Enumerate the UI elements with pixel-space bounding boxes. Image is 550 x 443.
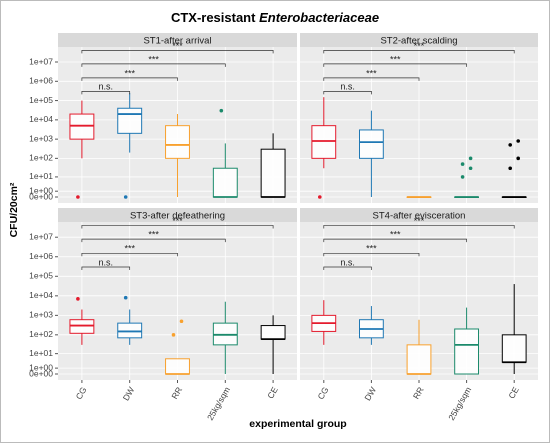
sig-label: n.s. — [340, 82, 355, 92]
strip-label: ST1-after arrival — [143, 36, 211, 47]
outlier — [468, 156, 473, 161]
box — [212, 167, 238, 198]
y-tick-label: 1e+03 — [29, 310, 53, 320]
chart-title: CTX-resistant Enterobacteriaceae — [171, 10, 379, 25]
strip — [300, 208, 538, 222]
bracket — [81, 91, 131, 95]
outlier — [508, 166, 512, 171]
bracket — [81, 50, 274, 54]
box — [260, 148, 286, 198]
sig-label: *** — [390, 229, 401, 239]
strip — [300, 33, 538, 47]
sig-label: *** — [124, 244, 135, 254]
y-tick-label: 1e+02 — [29, 153, 53, 163]
x-axis-title: experimental group — [249, 418, 346, 430]
outlier — [508, 143, 512, 147]
strip — [58, 33, 297, 47]
outlier — [516, 139, 520, 143]
y-tick-label: 1e+06 — [29, 251, 53, 261]
box — [454, 328, 480, 375]
outlier — [468, 166, 473, 171]
strip-label: ST3-after defeathering — [130, 211, 225, 222]
y-tick-label: 1e+05 — [29, 95, 53, 105]
y-tick-label: 0e+00 — [29, 191, 53, 201]
bracket — [323, 252, 420, 257]
box — [165, 125, 190, 159]
bracket — [323, 50, 515, 54]
y-tick-label: 1e+00 — [29, 185, 53, 195]
y-tick-label: 1e+05 — [29, 271, 53, 281]
y-tick-label: 1e+03 — [29, 133, 53, 143]
sig-label: n.s. — [99, 257, 114, 267]
outlier — [460, 175, 465, 179]
sig-label: *** — [172, 41, 183, 51]
y-tick-label: 0e+00 — [29, 368, 53, 378]
box — [117, 107, 143, 134]
sig-label: n.s. — [99, 82, 114, 92]
box — [311, 125, 337, 159]
box — [117, 322, 143, 339]
bracket — [81, 252, 178, 257]
box — [260, 325, 286, 340]
outlier — [171, 333, 176, 337]
bracket — [323, 238, 467, 243]
bracket — [323, 63, 467, 67]
bracket — [81, 238, 226, 243]
bracket — [81, 77, 178, 81]
bracket — [323, 225, 515, 229]
y-tick-label: 1e+02 — [29, 329, 53, 339]
y-tick-label: 1e+07 — [29, 231, 53, 241]
sig-label: *** — [390, 54, 401, 64]
sig-label: *** — [414, 216, 425, 226]
box — [359, 129, 384, 159]
outlier — [123, 195, 128, 199]
y-tick-label: 1e+04 — [29, 114, 53, 124]
outlier — [123, 295, 128, 300]
box — [406, 344, 432, 375]
y-tick-label: 1e+04 — [29, 290, 53, 300]
outlier — [318, 195, 322, 199]
sig-label: *** — [124, 68, 135, 78]
box — [501, 334, 527, 363]
sig-label: *** — [366, 244, 377, 254]
bracket — [81, 225, 274, 229]
sig-label: *** — [148, 229, 159, 239]
y-tick-label: 1e+06 — [29, 76, 53, 86]
bracket — [323, 266, 372, 270]
sig-label: *** — [366, 68, 377, 78]
outlier — [76, 195, 80, 199]
outlier — [516, 156, 520, 161]
title-italic: Enterobacteriaceae — [259, 10, 379, 25]
bracket — [323, 91, 372, 95]
box — [69, 319, 95, 334]
strip — [58, 208, 297, 222]
y-tick-label: 1e+00 — [29, 362, 53, 372]
strip-label: ST2-after scalding — [380, 36, 457, 47]
y-axis-title: CFU/20cm² — [8, 182, 20, 237]
box — [69, 113, 95, 140]
y-tick-label: 1e+01 — [29, 171, 53, 181]
title-text: CTX-resistant — [171, 10, 256, 25]
outlier — [76, 297, 80, 301]
sig-label: *** — [172, 216, 183, 226]
sig-label: n.s. — [340, 257, 355, 267]
outlier — [179, 319, 184, 324]
bracket — [81, 266, 131, 270]
bracket — [323, 77, 420, 81]
y-tick-label: 1e+07 — [29, 56, 53, 66]
sig-label: *** — [414, 41, 425, 51]
bracket — [81, 63, 226, 67]
outlier — [219, 108, 224, 113]
strip-label: ST4-after evisceration — [373, 211, 466, 222]
sig-label: *** — [148, 54, 159, 64]
box — [165, 358, 190, 375]
outlier — [460, 162, 465, 166]
y-tick-label: 1e+01 — [29, 348, 53, 358]
